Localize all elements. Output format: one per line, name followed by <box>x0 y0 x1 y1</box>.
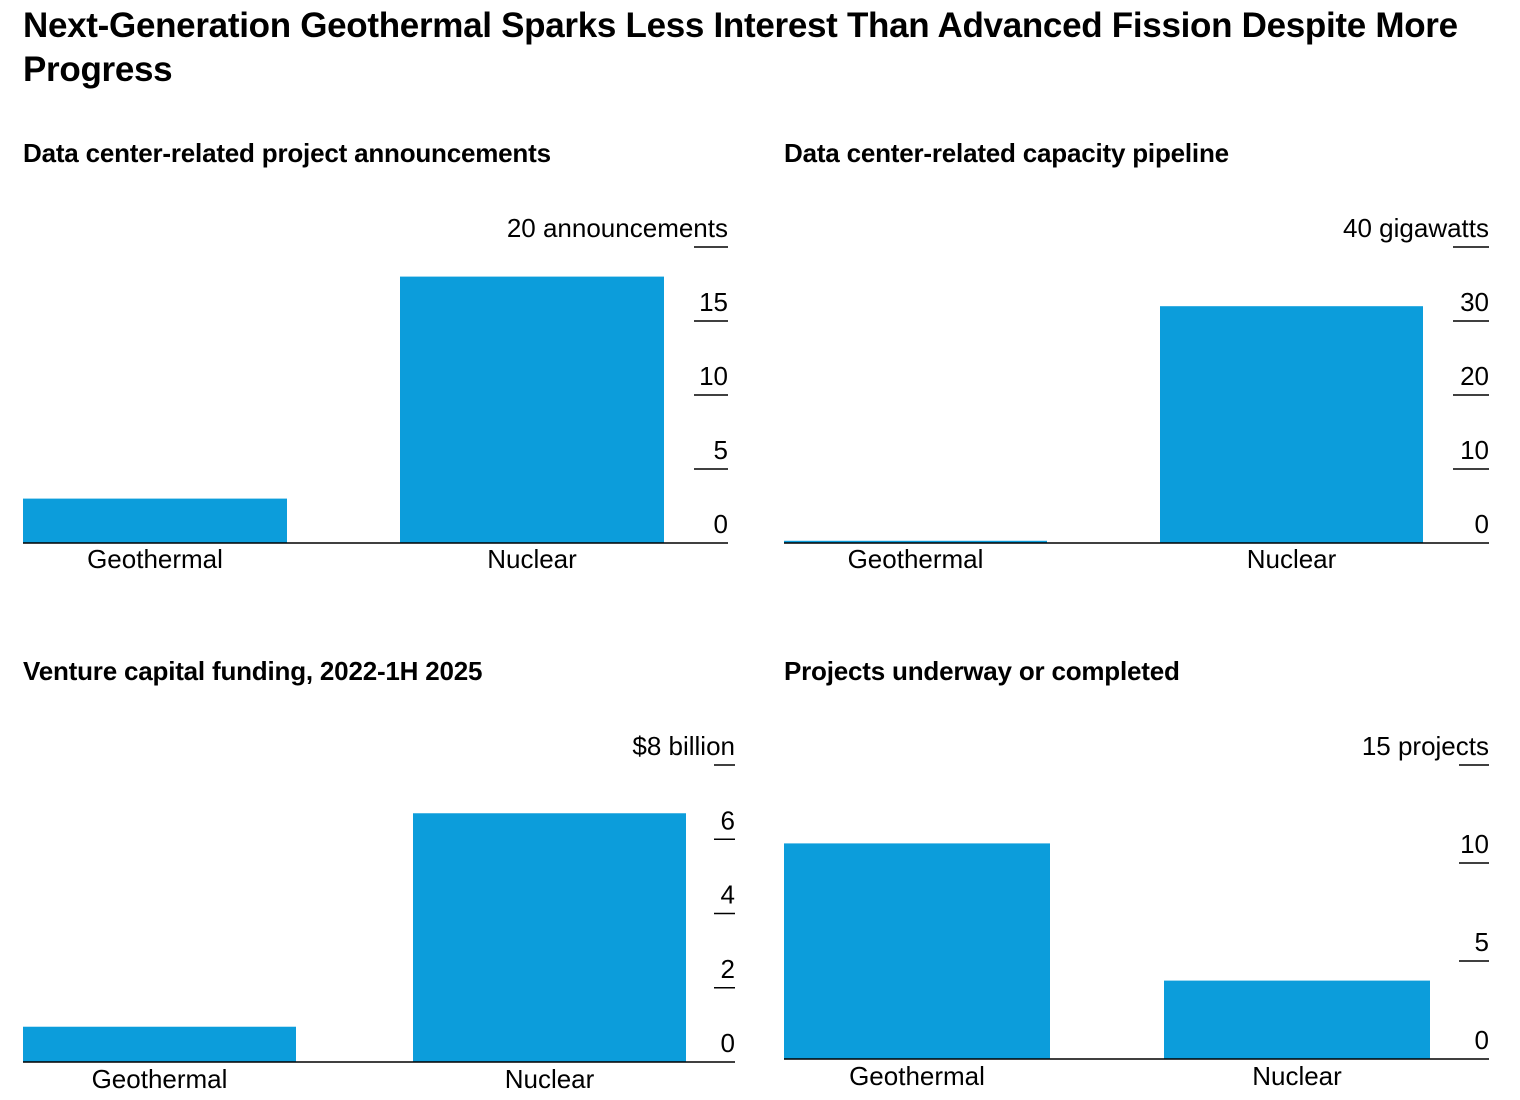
bar-geothermal <box>23 498 287 543</box>
y-tick-label: 5 <box>1475 927 1489 957</box>
y-tick-label: 10 <box>1460 435 1489 465</box>
category-label: Geothermal <box>849 1061 985 1091</box>
bar-chart: 0 2 4 6 $8 billion Geothermal Nuclear <box>23 731 735 1094</box>
chart-title: Data center-related project announcement… <box>23 138 551 168</box>
bar-chart: 0 5 10 15 projects Geothermal Nuclear <box>784 731 1489 1091</box>
y-axis-unit-label: 40 gigawatts <box>1343 213 1489 243</box>
category-label: Geothermal <box>848 544 984 574</box>
y-tick-label: 0 <box>714 509 728 539</box>
chart-title: Data center-related capacity pipeline <box>784 138 1229 168</box>
bar-geothermal <box>784 540 1047 543</box>
chart-panel-capacity: Data center-related capacity pipeline 0 1… <box>784 138 1504 588</box>
chart-panel-venture-funding: Venture capital funding, 2022-1H 2025 0 2… <box>23 656 743 1100</box>
bar-chart: 0 10 20 30 40 gigawatts Geothermal Nuclear <box>784 213 1489 574</box>
category-label: Nuclear <box>487 544 577 574</box>
y-tick-label: 30 <box>1460 287 1489 317</box>
y-tick-label: 10 <box>1460 829 1489 859</box>
bar-geothermal <box>784 843 1050 1059</box>
y-tick-label: 4 <box>721 880 735 910</box>
bar-nuclear <box>413 813 686 1062</box>
chart-title: Projects underway or completed <box>784 656 1180 686</box>
bar-nuclear <box>400 276 664 543</box>
y-tick-label: 6 <box>721 805 735 835</box>
y-axis-unit-label: $8 billion <box>632 731 735 761</box>
y-tick-label: 15 <box>699 287 728 317</box>
bar-geothermal <box>23 1026 296 1062</box>
category-label: Nuclear <box>505 1064 595 1094</box>
chart-panel-projects: Projects underway or completed 0 5 10 15 pr… <box>784 656 1504 1100</box>
y-axis-unit-label: 20 announcements <box>507 213 728 243</box>
y-tick-label: 0 <box>1475 509 1489 539</box>
y-tick-label: 5 <box>714 435 728 465</box>
bar-chart: 0 5 10 15 20 announcements Geothermal Nuclear <box>23 213 728 574</box>
y-tick-label: 0 <box>721 1028 735 1058</box>
y-tick-label: 2 <box>721 954 735 984</box>
chart-panel-announcements: Data center-related project announcement… <box>23 138 743 588</box>
y-tick-label: 10 <box>699 361 728 391</box>
bar-nuclear <box>1160 306 1423 543</box>
category-label: Nuclear <box>1247 544 1337 574</box>
y-tick-label: 0 <box>1475 1025 1489 1055</box>
category-label: Geothermal <box>92 1064 228 1094</box>
y-tick-label: 20 <box>1460 361 1489 391</box>
y-axis-unit-label: 15 projects <box>1362 731 1489 761</box>
chart-title: Venture capital funding, 2022-1H 2025 <box>23 656 483 686</box>
page-title: Next-Generation Geothermal Sparks Less I… <box>23 6 1458 89</box>
bar-nuclear <box>1164 980 1430 1059</box>
category-label: Geothermal <box>87 544 223 574</box>
category-label: Nuclear <box>1252 1061 1342 1091</box>
